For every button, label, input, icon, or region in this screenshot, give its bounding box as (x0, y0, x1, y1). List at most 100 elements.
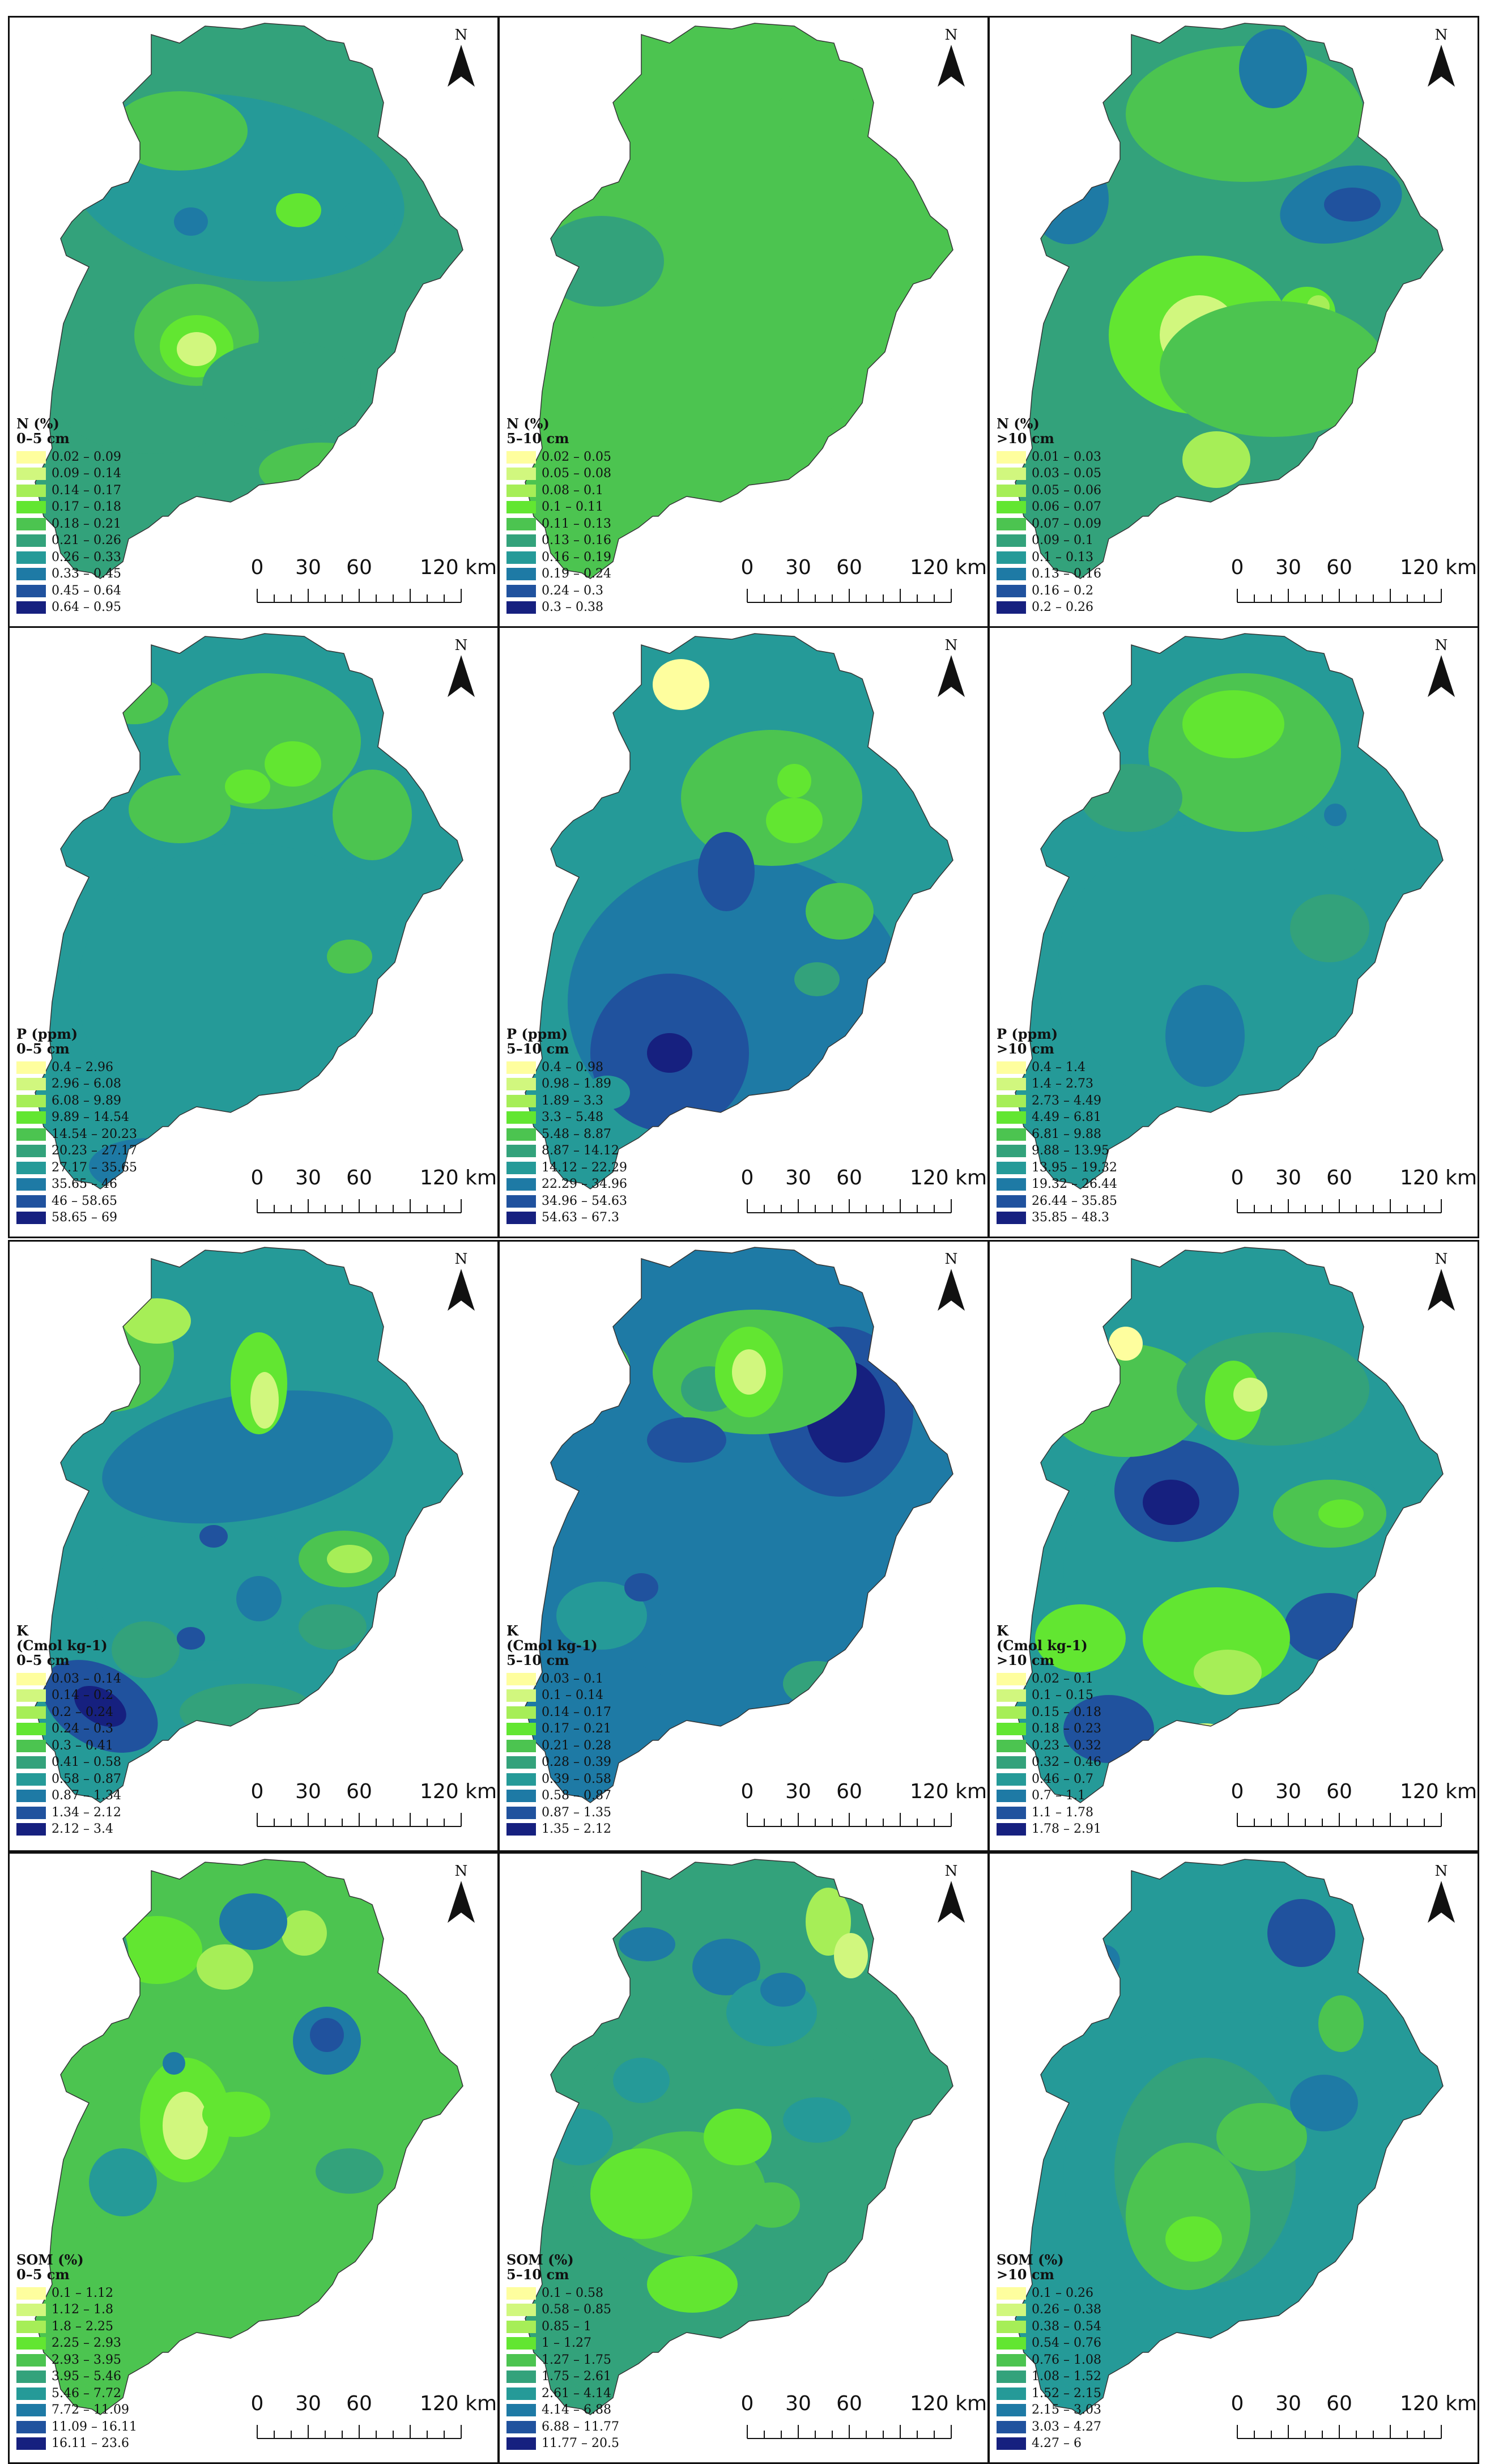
legend-swatch (997, 1806, 1026, 1819)
legend-item: 14.54 – 20.23 (16, 1126, 137, 1143)
map-zone (1290, 894, 1369, 962)
legend-item: 11.77 – 20.5 (506, 2436, 619, 2453)
legend-label: 0.11 – 0.13 (542, 516, 611, 531)
legend-swatch (506, 451, 536, 464)
interpolated-map (525, 1859, 953, 2415)
map-zone (647, 1417, 726, 1463)
map-zone (129, 775, 231, 843)
legend-item: 19.32 – 26.44 (997, 1176, 1117, 1193)
legend-item: 0.2 – 0.26 (997, 600, 1101, 617)
legend-item: 6.88 – 11.77 (506, 2419, 619, 2436)
legend-label: 0.19 – 0.24 (542, 567, 611, 581)
region-outline (35, 23, 463, 579)
legend-swatch (16, 534, 46, 547)
scale-tick-label: 60 (836, 2392, 862, 2415)
legend-label: 1 – 1.27 (542, 2336, 591, 2351)
scale-bar: 0 30 60 120 km (736, 1780, 987, 1842)
map-zone (163, 2092, 208, 2160)
legend-swatch (506, 1161, 536, 1174)
legend-swatch (16, 601, 46, 614)
legend-item: 5.48 – 8.87 (506, 1126, 627, 1143)
legend-swatch (16, 1078, 46, 1091)
north-arrow-shape (1428, 45, 1455, 87)
map-zone (250, 1372, 279, 1429)
map-zone (556, 1933, 602, 1967)
legend-item: 0.17 – 0.21 (506, 1721, 611, 1738)
map-zone (556, 1582, 647, 1650)
legend-label: 9.89 – 14.54 (52, 1110, 129, 1125)
map-zone (333, 770, 412, 860)
legend-label: 1.12 – 1.8 (52, 2302, 113, 2317)
north-label: N (454, 1863, 468, 1880)
legend-item: 3.95 – 5.46 (16, 2369, 137, 2386)
legend-label: 0.05 – 0.08 (542, 466, 611, 481)
legend-title: N (%) (506, 415, 550, 432)
map-zone (1177, 1332, 1369, 1446)
map-zone (236, 1576, 282, 1621)
legend-swatch (16, 501, 46, 514)
legend-label: 0.54 – 0.76 (1032, 2336, 1101, 2351)
north-arrow-shape (448, 1269, 475, 1311)
scale-bar: 0 30 60 120 km (246, 2392, 497, 2454)
map-legend: N (%) 5–10 cm 0.02 – 0.05 0.05 – 0.08 0.08 –… (506, 417, 611, 616)
legend-swatch (16, 1195, 46, 1208)
legend-swatch (506, 1806, 536, 1819)
scale-tick-label: 60 (346, 556, 372, 579)
legend-item: 0.41 – 0.58 (16, 1754, 121, 1771)
map-zone (327, 1545, 372, 1573)
scale-tick-label: 0 (1231, 2392, 1244, 2415)
map-zone (1216, 2103, 1307, 2171)
legend-item: 3.03 – 4.27 (997, 2419, 1101, 2436)
scale-bar: 0 30 60 120 km (736, 2392, 987, 2454)
legend-label: 6.88 – 11.77 (542, 2419, 619, 2434)
north-label: N (944, 1863, 958, 1880)
legend-swatch (506, 534, 536, 547)
legend-label: 1.75 – 2.61 (542, 2369, 611, 2384)
legend-label: 0.87 – 1.34 (52, 1788, 121, 1803)
legend-item: 0.01 – 0.03 (997, 449, 1101, 466)
legend-item: 0.98 – 1.89 (506, 1076, 627, 1093)
legend-item: 0.09 – 0.14 (16, 466, 121, 483)
legend-item: 1.89 – 3.3 (506, 1093, 627, 1110)
legend-swatch (506, 1178, 536, 1191)
north-label: N (944, 637, 958, 654)
legend-item: 2.96 – 6.08 (16, 1076, 137, 1093)
legend-item: 0.58 – 0.85 (506, 2302, 619, 2319)
legend-label: 0.87 – 1.35 (542, 1805, 611, 1820)
legend-depth: 5–10 cm (506, 1040, 569, 1057)
legend-item: 0.4 – 2.96 (16, 1059, 137, 1076)
legend-label: 4.49 – 6.81 (1032, 1110, 1101, 1125)
legend-swatch (997, 2337, 1026, 2350)
legend-item: 0.26 – 0.33 (16, 549, 121, 566)
scale-tick-label: 0 (250, 556, 264, 579)
legend-swatch (997, 1145, 1026, 1158)
legend-label: 0.02 – 0.05 (542, 449, 611, 464)
legend-swatch (506, 1078, 536, 1091)
legend-label: 0.98 – 1.89 (542, 1077, 611, 1091)
legend-label: 4.14 – 6.88 (542, 2403, 611, 2418)
legend-swatch (997, 2304, 1026, 2317)
legend-item: 0.85 – 1 (506, 2318, 619, 2335)
legend-item: 27.17 – 35.65 (16, 1159, 137, 1176)
legend-swatch (997, 1739, 1026, 1752)
legend-label: 0.09 – 0.1 (1032, 533, 1093, 548)
legend-item: 0.11 – 0.13 (506, 516, 611, 533)
interpolated-map (1015, 633, 1444, 1189)
legend-label: 5.48 – 8.87 (542, 1127, 611, 1141)
north-label: N (454, 637, 468, 654)
map-zone (806, 1888, 851, 1956)
scale-tick-label: 30 (295, 1166, 321, 1189)
legend-item: 0.3 – 0.41 (16, 1737, 121, 1754)
legend-label: 0.7 – 1.1 (1032, 1788, 1085, 1803)
legend-title: SOM (%) (997, 2251, 1064, 2268)
scale-tick-label: 120 km (419, 2392, 497, 2415)
scale-tick-label: 30 (1275, 556, 1301, 579)
legend-item: 0.06 – 0.07 (997, 499, 1101, 516)
legend-swatch (16, 1061, 46, 1074)
map-zone (777, 764, 811, 798)
legend-item: 0.08 – 0.1 (506, 482, 611, 499)
legend-label: 0.18 – 0.23 (1032, 1722, 1101, 1736)
legend-item: 0.38 – 0.54 (997, 2318, 1101, 2335)
legend-item: 14.12 – 22.29 (506, 1159, 627, 1176)
legend-swatch (506, 1689, 536, 1702)
